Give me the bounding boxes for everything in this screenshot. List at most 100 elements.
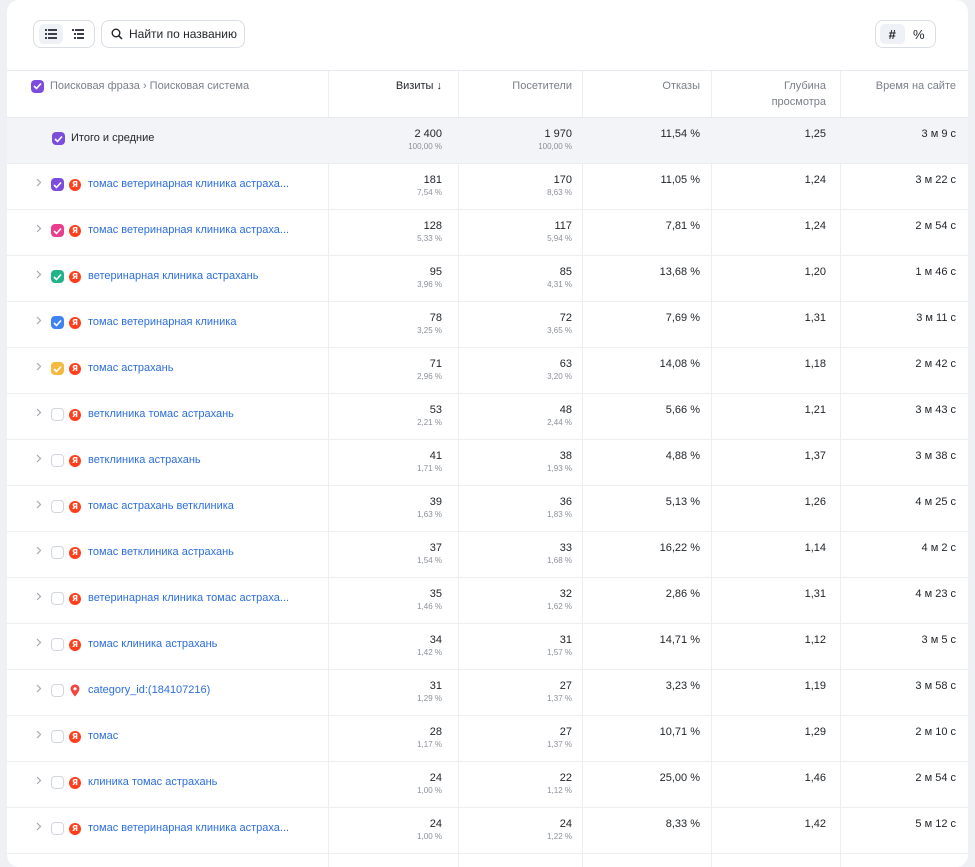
row-checkbox[interactable] xyxy=(51,822,64,835)
table-row[interactable]: Я томас астрахань 71 2,96 % 63 3,20 % 14… xyxy=(7,348,968,394)
bounces-header[interactable]: Отказы xyxy=(662,80,700,92)
depth-header[interactable]: Глубина просмотра xyxy=(772,78,826,110)
expand-row-button[interactable] xyxy=(34,314,44,326)
expand-row-button[interactable] xyxy=(34,820,44,832)
row-checkbox[interactable] xyxy=(51,684,64,697)
select-all-checkbox[interactable] xyxy=(31,79,44,93)
visits-value: 31 xyxy=(429,680,442,692)
search-phrase-link[interactable]: category_id:(184107216) xyxy=(88,684,211,696)
chevron-right-icon xyxy=(36,270,42,278)
expand-row-button[interactable] xyxy=(34,590,44,602)
visitors-percent: 1,37 % xyxy=(547,694,572,703)
check-icon xyxy=(53,181,62,189)
search-phrase-link[interactable]: ветеринарная клиника астрахань xyxy=(88,270,259,282)
row-checkbox[interactable] xyxy=(51,408,64,421)
table-row[interactable]: Я ветклиника астрахань 41 1,71 % 38 1,93… xyxy=(7,440,968,486)
search-phrase-link[interactable]: томас ветеринарная клиника астраха... xyxy=(88,178,290,190)
flat-list-view-button[interactable] xyxy=(38,24,63,44)
depth-cell: 1,29 xyxy=(804,726,826,738)
row-checkbox[interactable] xyxy=(51,776,64,789)
expand-row-button[interactable] xyxy=(34,360,44,372)
row-checkbox[interactable] xyxy=(51,316,64,329)
visits-header[interactable]: Визиты ↓ xyxy=(395,80,442,92)
search-label: Найти по названию xyxy=(129,27,237,41)
table-row[interactable]: Я томас ветклиника астрахань 37 1,54 % 3… xyxy=(7,532,968,578)
tree-view-button[interactable] xyxy=(66,24,90,44)
visitors-cell: 72 3,65 % xyxy=(547,311,572,337)
visitors-header[interactable]: Посетители xyxy=(512,80,572,92)
search-by-name-button[interactable]: Найти по названию xyxy=(101,20,245,48)
table-row[interactable]: Я клиника томас астрахань 24 1,00 % 22 1… xyxy=(7,762,968,808)
search-phrase-link[interactable]: томас клиника астрахань xyxy=(88,638,218,650)
table-row[interactable]: Я томас ветеринарная клиника астраха... … xyxy=(7,808,968,854)
visitors-percent: 1,62 % xyxy=(547,602,572,611)
search-phrase-link[interactable]: томас ветеринарная клиника xyxy=(88,316,237,328)
search-phrase-link[interactable]: томас астрахань ветклиника xyxy=(88,500,234,512)
search-phrase-link[interactable]: клиника томас астрахань xyxy=(88,776,218,788)
visits-value: 24 xyxy=(429,818,442,830)
expand-row-button[interactable] xyxy=(34,728,44,740)
table-row[interactable]: Я ветклиника томас астрахань 53 2,21 % 4… xyxy=(7,394,968,440)
visits-cell: 53 2,21 % xyxy=(417,403,442,429)
visitors-value: 27 xyxy=(559,680,572,692)
visits-percent: 1,00 % xyxy=(417,832,442,841)
table-row[interactable]: Я томас астрахань ветклиника 39 1,63 % 3… xyxy=(7,486,968,532)
row-checkbox[interactable] xyxy=(51,546,64,559)
table-row[interactable]: Я ветеринарная клиника томас астраха... … xyxy=(7,578,968,624)
row-checkbox[interactable] xyxy=(51,638,64,651)
table-row[interactable]: Я томас ветеринарная клиника 78 3,25 % 7… xyxy=(7,302,968,348)
row-checkbox[interactable] xyxy=(51,454,64,467)
expand-row-button[interactable] xyxy=(34,774,44,786)
percent-values-button[interactable]: % xyxy=(912,26,925,42)
search-phrase-link[interactable]: томас xyxy=(88,730,119,742)
search-phrase-link[interactable]: ветклиника томас астрахань xyxy=(88,408,234,420)
visitors-percent: 5,94 % xyxy=(547,234,572,243)
expand-row-button[interactable] xyxy=(34,452,44,464)
search-phrase-link[interactable]: ветклиника астрахань xyxy=(88,454,201,466)
depth-cell: 1,31 xyxy=(804,312,826,324)
visitors-value: 72 xyxy=(559,312,572,324)
bounces-cell: 5,66 % xyxy=(665,404,700,416)
visits-cell: 31 1,29 % xyxy=(417,679,442,705)
row-checkbox[interactable] xyxy=(51,270,64,283)
expand-row-button[interactable] xyxy=(34,636,44,648)
table-row[interactable]: Я томас 28 1,17 % 27 1,37 % 10,71 % 1,29… xyxy=(7,716,968,762)
visitors-cell: 170 8,63 % xyxy=(547,173,572,199)
row-checkbox[interactable] xyxy=(51,500,64,513)
absolute-values-button[interactable]: # xyxy=(879,24,905,44)
visits-value: 95 xyxy=(429,266,442,278)
totals-label: Итого и средние xyxy=(71,132,155,144)
dimension-header-label: Поисковая фраза › Поисковая система xyxy=(50,80,250,92)
expand-row-button[interactable] xyxy=(34,682,44,694)
row-checkbox[interactable] xyxy=(51,224,64,237)
expand-row-button[interactable] xyxy=(34,222,44,234)
table-row[interactable]: Я ветеринарная клиника астрахань 95 3,96… xyxy=(7,256,968,302)
search-phrase-link[interactable]: томас ветеринарная клиника астраха... xyxy=(88,822,290,834)
table-row[interactable]: category_id:(184107216) 31 1,29 % 27 1,3… xyxy=(7,670,968,716)
time-cell: 3 м 58 с xyxy=(915,680,956,692)
row-checkbox[interactable] xyxy=(51,178,64,191)
visitors-cell: 36 1,83 % xyxy=(547,495,572,521)
expand-row-button[interactable] xyxy=(34,268,44,280)
totals-checkbox[interactable] xyxy=(52,132,65,145)
table-row[interactable]: Я томас ветеринарная клиника астраха... … xyxy=(7,210,968,256)
expand-row-button[interactable] xyxy=(34,498,44,510)
table-row[interactable]: Я томас ветеринарная клиника астраха... … xyxy=(7,164,968,210)
visitors-cell: 117 5,94 % xyxy=(547,219,572,245)
chevron-right-icon xyxy=(36,408,42,416)
time-header[interactable]: Время на сайте xyxy=(875,80,956,92)
row-checkbox[interactable] xyxy=(51,592,64,605)
visitors-value: 24 xyxy=(559,818,572,830)
expand-row-button[interactable] xyxy=(34,406,44,418)
search-phrase-link[interactable]: томас ветеринарная клиника астраха... xyxy=(88,224,290,236)
expand-row-button[interactable] xyxy=(34,176,44,188)
search-phrase-link[interactable]: томас астрахань xyxy=(88,362,174,374)
search-phrase-link[interactable]: ветеринарная клиника томас астраха... xyxy=(88,592,290,604)
dimension-header[interactable]: Поисковая фраза › Поисковая система xyxy=(31,78,249,94)
visits-percent: 3,25 % xyxy=(417,326,442,335)
expand-row-button[interactable] xyxy=(34,544,44,556)
table-row[interactable]: Я томас клиника астрахань 34 1,42 % 31 1… xyxy=(7,624,968,670)
search-phrase-link[interactable]: томас ветклиника астрахань xyxy=(88,546,234,558)
row-checkbox[interactable] xyxy=(51,362,64,375)
row-checkbox[interactable] xyxy=(51,730,64,743)
